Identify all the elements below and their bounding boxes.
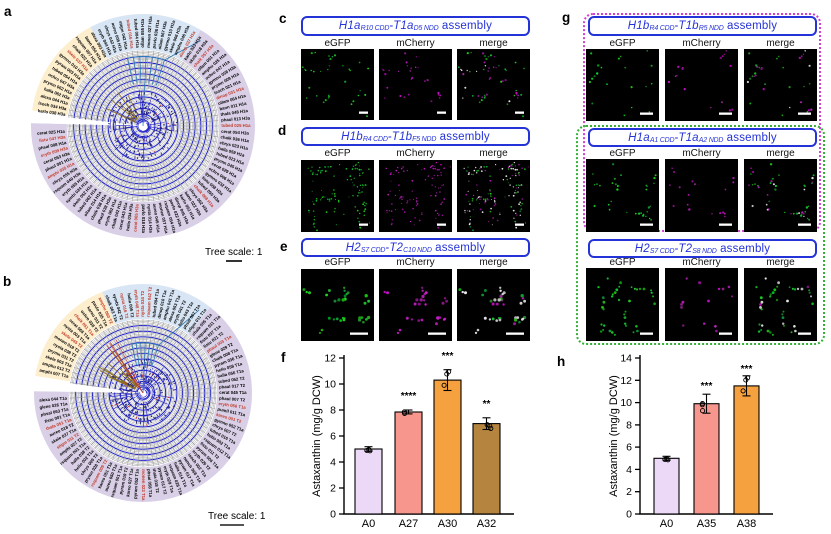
svg-text:monen 027 H3a: monen 027 H3a [146, 16, 153, 48]
svg-text:pyram 052 T1a: pyram 052 T1a [133, 468, 140, 499]
svg-text:10: 10 [620, 397, 632, 409]
svg-text:6: 6 [330, 431, 336, 443]
svg-text:pavlo 018 H3a: pavlo 018 H3a [141, 204, 146, 233]
svg-text:helio 034 H3a: helio 034 H3a [125, 203, 134, 232]
svg-text:12: 12 [620, 375, 632, 387]
svg-text:fistu 047 H3a: fistu 047 H3a [39, 134, 67, 143]
svg-text:0: 0 [626, 509, 632, 521]
svg-text:phaul 007 T2: phaul 007 T2 [219, 396, 246, 403]
svg-text:A32: A32 [477, 518, 497, 530]
svg-text:nysta 014 H3a: nysta 014 H3a [146, 204, 153, 234]
svg-text:chaik 036 H1a: chaik 036 H1a [220, 134, 249, 143]
svg-text:***: *** [442, 351, 454, 362]
svg-text:pumil 011 T1a: pumil 011 T1a [217, 406, 246, 417]
svg-text:nysta 016 T2: nysta 016 T2 [119, 293, 130, 320]
svg-text:eryth 056 T1a: eryth 056 T1a [218, 401, 247, 410]
svg-text:phaul 017 T2: phaul 017 T2 [219, 383, 246, 390]
svg-text:phsal 008 H1a: phsal 008 H1a [38, 140, 68, 151]
svg-text:phsal 058 T1a: phsal 058 T1a [146, 469, 153, 498]
svg-text:pyram 017 T2: pyram 017 T2 [157, 467, 168, 495]
svg-text:10: 10 [324, 379, 336, 391]
svg-text:stigm 042 H1a: stigm 042 H1a [118, 21, 129, 51]
svg-text:bann 011 H1a: bann 011 H1a [219, 101, 247, 112]
svg-text:4: 4 [626, 464, 632, 476]
svg-text:A0: A0 [660, 518, 673, 530]
svg-text:4: 4 [330, 457, 336, 469]
svg-text:dinop 010 T1a: dinop 010 T1a [156, 289, 167, 319]
svg-text:Astaxanthin (mg/g DCW): Astaxanthin (mg/g DCW) [311, 375, 323, 497]
svg-text:A30: A30 [438, 518, 458, 530]
svg-text:tubed 025 H1a: tubed 025 H1a [221, 123, 251, 128]
svg-text:***: *** [741, 364, 753, 375]
svg-text:amphi 007 T1a: amphi 007 T1a [39, 368, 70, 379]
svg-text:14: 14 [620, 353, 632, 365]
svg-text:pavlo 036 H1a: pavlo 036 H1a [151, 19, 160, 49]
svg-text:tubed 004 H1a: tubed 004 H1a [133, 19, 140, 49]
svg-text:ollam 055 H3a: ollam 055 H3a [140, 18, 145, 47]
svg-text:****: **** [401, 391, 417, 402]
svg-text:pyram 019 T2: pyram 019 T2 [118, 466, 129, 494]
svg-text:cerat 054 H3a: cerat 054 H3a [221, 129, 250, 136]
svg-text:halla 005 T2: halla 005 T2 [127, 293, 136, 318]
svg-text:glene 026 T1a: glene 026 T1a [39, 401, 68, 410]
svg-text:Astaxanthin (mg/g DCW): Astaxanthin (mg/g DCW) [608, 375, 620, 497]
svg-text:thala 048 H1a: thala 048 H1a [220, 108, 249, 117]
svg-text:thala 018 T2: thala 018 T2 [152, 468, 161, 494]
svg-text:tubed 016 H1a: tubed 016 H1a [126, 19, 135, 49]
svg-text:A0: A0 [362, 518, 375, 530]
svg-text:12: 12 [324, 353, 336, 365]
svg-text:8: 8 [330, 405, 336, 417]
svg-text:nysta 034 T2: nysta 034 T2 [140, 290, 145, 316]
svg-text:karlo 038 H3a: karlo 038 H3a [38, 108, 67, 117]
svg-text:**: ** [483, 399, 491, 410]
svg-text:aureo 045 H1a: aureo 045 H1a [152, 203, 161, 233]
svg-text:halla 056 T1a: halla 056 T1a [217, 368, 245, 379]
svg-text:kareo 027 T1a: kareo 027 T1a [125, 468, 134, 497]
svg-text:monen 057 H1a: monen 057 H1a [158, 202, 170, 234]
svg-text:0: 0 [330, 509, 336, 521]
svg-text:tubed 004 T1a: tubed 004 T1a [151, 288, 160, 318]
svg-text:alexa 044 T1a: alexa 044 T1a [39, 396, 68, 403]
svg-text:A27: A27 [399, 518, 419, 530]
svg-text:monen 023 T1a: monen 023 T1a [141, 469, 146, 501]
svg-text:A35: A35 [697, 518, 717, 530]
svg-text:***: *** [701, 381, 713, 392]
svg-text:cerat 043 H1a: cerat 043 H1a [118, 201, 129, 230]
svg-text:8: 8 [626, 419, 632, 431]
svg-text:6: 6 [626, 442, 632, 454]
svg-text:cerat 025 H1a: cerat 025 H1a [37, 129, 66, 136]
svg-text:cerat 065 H3a: cerat 065 H3a [133, 203, 140, 232]
svg-text:tubed 052 T2: tubed 052 T2 [218, 375, 245, 384]
svg-text:eryth 048 T1a: eryth 048 T1a [133, 289, 140, 317]
svg-text:chrys 023 H1a: chrys 023 H1a [219, 140, 249, 151]
svg-text:rsquam 042 T2: rsquam 042 T2 [146, 286, 153, 317]
svg-text:phsal 063 T1a: phsal 063 T1a [40, 406, 69, 417]
svg-text:2: 2 [330, 483, 336, 495]
svg-text:cerat 045 T1a: cerat 045 T1a [219, 390, 247, 395]
svg-text:isoch 034 H3a: isoch 034 H3a [38, 100, 68, 111]
svg-text:2: 2 [626, 486, 632, 498]
svg-text:phaul 013 H3a: phaul 013 H3a [221, 115, 251, 122]
svg-text:A38: A38 [737, 518, 757, 530]
svg-text:ollam 067 H3a: ollam 067 H3a [157, 20, 168, 50]
